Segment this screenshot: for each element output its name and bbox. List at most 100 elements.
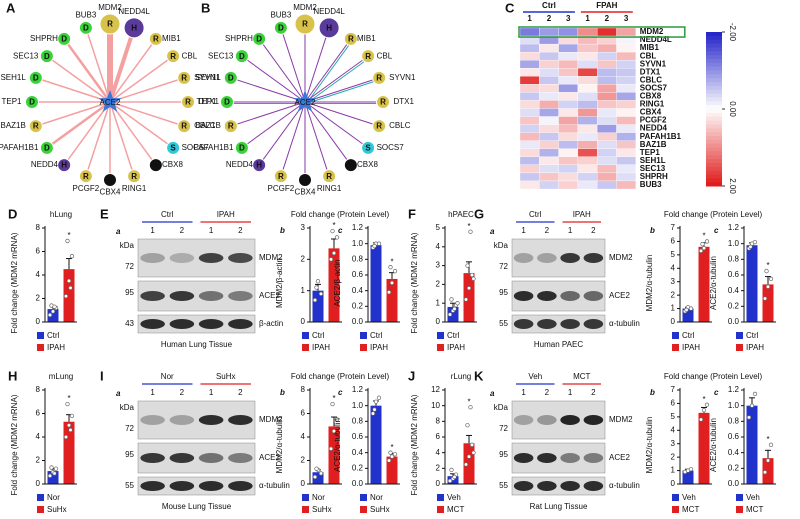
- node: [25, 95, 39, 109]
- node-label: CBLC: [194, 121, 216, 130]
- node-type: D: [61, 35, 67, 44]
- data-point: [373, 399, 379, 404]
- colorbar-step: [706, 151, 722, 156]
- edge: [109, 77, 185, 103]
- data-point: [447, 478, 453, 484]
- kda-marker: 55: [125, 481, 134, 490]
- data-point: [455, 301, 460, 306]
- data-point: [449, 297, 454, 302]
- node-label: RING1: [122, 184, 147, 193]
- legend-label: MCT: [447, 505, 464, 514]
- data-point: [65, 401, 70, 407]
- data-point: [312, 297, 318, 303]
- heat-cell: [519, 60, 540, 69]
- blot-band: [560, 291, 580, 301]
- data-point: [69, 413, 75, 419]
- node: [220, 95, 234, 109]
- node: [376, 95, 390, 109]
- data-point: [50, 309, 56, 314]
- bar: [47, 471, 59, 484]
- y-tick-label: 1.0: [728, 239, 740, 248]
- heat-cell: [539, 108, 559, 117]
- edge: [304, 101, 352, 166]
- legend-swatch: [437, 332, 444, 339]
- gene-label: SOCS7: [640, 83, 668, 92]
- node-type: R: [278, 172, 284, 181]
- heat-cell: [616, 172, 636, 182]
- heat-cell: [597, 164, 617, 174]
- blot-band: [560, 319, 580, 329]
- heat-cell: [519, 164, 540, 174]
- heat-cell: [539, 68, 559, 77]
- heat-cell: [558, 27, 579, 37]
- annotation: *: [766, 435, 769, 444]
- panel-label: c: [338, 226, 343, 235]
- y-axis-label: Fold change (MDM2 mRNA): [410, 394, 419, 495]
- data-point: [65, 238, 70, 244]
- node-type: R: [302, 20, 308, 29]
- blot-band: [228, 415, 253, 425]
- heat-cell: [597, 132, 617, 141]
- heat-cell: [539, 148, 559, 157]
- legend-swatch: [672, 332, 679, 339]
- y-tick-label: 1.0: [352, 401, 364, 410]
- y-tick-label: 6: [36, 409, 41, 418]
- edge: [46, 100, 111, 149]
- y-tick-label: 8: [36, 385, 41, 394]
- y-tick-label: 4: [36, 270, 41, 279]
- kda-label: kDa: [120, 241, 135, 250]
- data-point: [334, 417, 340, 422]
- panel-label: G: [474, 206, 484, 221]
- highlight-box: [518, 26, 686, 38]
- legend-swatch: [360, 344, 367, 351]
- node: [294, 13, 316, 35]
- bar: [746, 245, 758, 322]
- edge: [108, 27, 137, 103]
- colorbar-step: [706, 170, 722, 175]
- y-tick-label: 0.6: [352, 270, 364, 279]
- bar: [698, 412, 710, 484]
- edge: [109, 38, 157, 103]
- node-type: H: [131, 23, 137, 32]
- heat-cell: [519, 156, 540, 166]
- colorbar-step: [706, 178, 722, 183]
- legend-swatch: [360, 506, 367, 513]
- node: [39, 140, 54, 155]
- colorbar-step: [706, 120, 722, 125]
- edge: [46, 55, 111, 103]
- y-tick-label: 0: [301, 479, 306, 488]
- data-point: [318, 471, 324, 476]
- y-axis-label: Fold change (MDM2 mRNA): [10, 394, 19, 495]
- y-axis-label: MDM2/α-tubulin: [645, 255, 654, 312]
- heat-cell: [539, 156, 559, 166]
- legend-label: IPAH: [682, 343, 700, 352]
- heat-cell: [539, 76, 559, 85]
- annotation: *: [332, 394, 335, 403]
- node-label: RING1: [317, 184, 342, 193]
- heat-cell: [616, 156, 636, 166]
- node-label: NEDD4: [31, 160, 59, 169]
- y-tick-label: 8: [301, 385, 306, 394]
- group-label: Ctrl: [542, 1, 556, 10]
- colorbar-step: [706, 112, 722, 118]
- chart-subtitle: hLung: [50, 210, 72, 219]
- legend-swatch: [37, 506, 44, 513]
- colorbar-step: [706, 70, 722, 75]
- y-tick-label: 1.2: [728, 223, 740, 232]
- data-point: [764, 268, 769, 274]
- heat-cell: [616, 60, 636, 69]
- gene-label: TEP1: [640, 148, 661, 157]
- lane-label: 2: [591, 388, 596, 397]
- blot-band: [169, 253, 195, 263]
- blot-strip: [511, 314, 606, 334]
- y-tick-label: 4: [671, 263, 676, 272]
- heat-cell: [577, 100, 598, 109]
- legend-swatch: [736, 344, 743, 351]
- node-label: BUB3: [270, 10, 291, 19]
- heat-cell: [558, 116, 579, 125]
- data-point: [471, 450, 476, 455]
- edge: [241, 55, 306, 103]
- panel-label: b: [650, 226, 655, 235]
- colorbar-step: [706, 74, 722, 79]
- gene-label: SYVN1: [640, 59, 667, 68]
